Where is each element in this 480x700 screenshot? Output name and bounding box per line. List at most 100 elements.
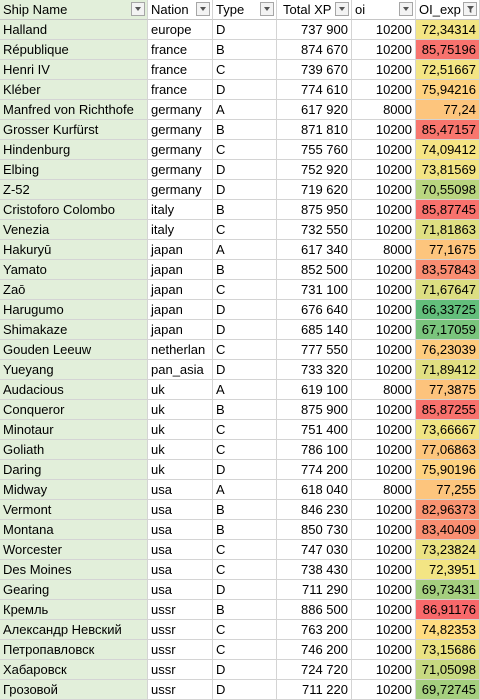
cell-oi[interactable]: 10200: [352, 120, 416, 140]
cell-ship-name[interactable]: Harugumo: [0, 300, 148, 320]
cell-oi-exp[interactable]: 69,72745: [416, 680, 480, 700]
cell-nation[interactable]: uk: [148, 380, 213, 400]
cell-oi-exp[interactable]: 82,96373: [416, 500, 480, 520]
cell-oi[interactable]: 10200: [352, 160, 416, 180]
cell-oi-exp[interactable]: 73,81569: [416, 160, 480, 180]
cell-oi[interactable]: 10200: [352, 260, 416, 280]
cell-nation[interactable]: usa: [148, 540, 213, 560]
cell-total-xp[interactable]: 850 730: [277, 520, 352, 540]
filter-dropdown-icon[interactable]: [399, 2, 413, 16]
cell-type[interactable]: A: [213, 100, 277, 120]
cell-ship-name[interactable]: Shimakaze: [0, 320, 148, 340]
cell-ship-name[interactable]: Worcester: [0, 540, 148, 560]
cell-nation[interactable]: pan_asia: [148, 360, 213, 380]
cell-oi-exp[interactable]: 85,75196: [416, 40, 480, 60]
filter-dropdown-icon[interactable]: [260, 2, 274, 16]
cell-nation[interactable]: germany: [148, 160, 213, 180]
cell-type[interactable]: C: [213, 60, 277, 80]
cell-oi[interactable]: 10200: [352, 540, 416, 560]
cell-ship-name[interactable]: Goliath: [0, 440, 148, 460]
cell-total-xp[interactable]: 617 340: [277, 240, 352, 260]
cell-nation[interactable]: france: [148, 60, 213, 80]
cell-total-xp[interactable]: 733 320: [277, 360, 352, 380]
cell-ship-name[interactable]: Кремль: [0, 600, 148, 620]
cell-ship-name[interactable]: Yueyang: [0, 360, 148, 380]
header-nation[interactable]: Nation: [148, 0, 213, 20]
cell-nation[interactable]: italy: [148, 200, 213, 220]
cell-type[interactable]: D: [213, 460, 277, 480]
cell-total-xp[interactable]: 617 920: [277, 100, 352, 120]
cell-nation[interactable]: italy: [148, 220, 213, 240]
cell-nation[interactable]: europe: [148, 20, 213, 40]
cell-nation[interactable]: ussr: [148, 680, 213, 700]
cell-ship-name[interactable]: Hakuryū: [0, 240, 148, 260]
cell-type[interactable]: C: [213, 140, 277, 160]
header-oi[interactable]: oi: [352, 0, 416, 20]
cell-oi-exp[interactable]: 71,05098: [416, 660, 480, 680]
cell-oi-exp[interactable]: 73,15686: [416, 640, 480, 660]
cell-type[interactable]: B: [213, 520, 277, 540]
cell-oi[interactable]: 10200: [352, 340, 416, 360]
cell-nation[interactable]: uk: [148, 400, 213, 420]
cell-oi-exp[interactable]: 77,24: [416, 100, 480, 120]
cell-ship-name[interactable]: Grosser Kurfürst: [0, 120, 148, 140]
cell-nation[interactable]: usa: [148, 580, 213, 600]
cell-type[interactable]: D: [213, 20, 277, 40]
cell-oi-exp[interactable]: 71,67647: [416, 280, 480, 300]
cell-total-xp[interactable]: 755 760: [277, 140, 352, 160]
cell-ship-name[interactable]: Des Moines: [0, 560, 148, 580]
cell-ship-name[interactable]: Z-52: [0, 180, 148, 200]
sort-filter-active-icon[interactable]: [463, 2, 477, 16]
cell-type[interactable]: A: [213, 480, 277, 500]
cell-type[interactable]: C: [213, 560, 277, 580]
cell-total-xp[interactable]: 846 230: [277, 500, 352, 520]
cell-total-xp[interactable]: 719 620: [277, 180, 352, 200]
cell-nation[interactable]: usa: [148, 500, 213, 520]
cell-oi[interactable]: 10200: [352, 40, 416, 60]
cell-oi-exp[interactable]: 73,66667: [416, 420, 480, 440]
cell-oi-exp[interactable]: 77,3875: [416, 380, 480, 400]
cell-ship-name[interactable]: Kléber: [0, 80, 148, 100]
cell-total-xp[interactable]: 774 200: [277, 460, 352, 480]
cell-total-xp[interactable]: 777 550: [277, 340, 352, 360]
cell-nation[interactable]: ussr: [148, 640, 213, 660]
cell-oi[interactable]: 10200: [352, 420, 416, 440]
cell-nation[interactable]: ussr: [148, 620, 213, 640]
cell-oi-exp[interactable]: 69,73431: [416, 580, 480, 600]
cell-type[interactable]: C: [213, 440, 277, 460]
cell-type[interactable]: D: [213, 80, 277, 100]
cell-nation[interactable]: usa: [148, 520, 213, 540]
cell-oi[interactable]: 10200: [352, 360, 416, 380]
cell-oi[interactable]: 10200: [352, 620, 416, 640]
cell-oi[interactable]: 8000: [352, 240, 416, 260]
cell-oi[interactable]: 10200: [352, 460, 416, 480]
cell-oi-exp[interactable]: 83,57843: [416, 260, 480, 280]
cell-nation[interactable]: germany: [148, 100, 213, 120]
cell-type[interactable]: D: [213, 180, 277, 200]
cell-type[interactable]: D: [213, 160, 277, 180]
cell-oi-exp[interactable]: 72,51667: [416, 60, 480, 80]
cell-type[interactable]: D: [213, 320, 277, 340]
cell-ship-name[interactable]: Петропавловск: [0, 640, 148, 660]
cell-ship-name[interactable]: Montana: [0, 520, 148, 540]
cell-total-xp[interactable]: 746 200: [277, 640, 352, 660]
cell-total-xp[interactable]: 852 500: [277, 260, 352, 280]
cell-oi-exp[interactable]: 77,255: [416, 480, 480, 500]
cell-oi-exp[interactable]: 76,23039: [416, 340, 480, 360]
cell-total-xp[interactable]: 731 100: [277, 280, 352, 300]
cell-nation[interactable]: japan: [148, 280, 213, 300]
cell-oi-exp[interactable]: 67,17059: [416, 320, 480, 340]
cell-total-xp[interactable]: 711 290: [277, 580, 352, 600]
cell-total-xp[interactable]: 618 040: [277, 480, 352, 500]
cell-total-xp[interactable]: 786 100: [277, 440, 352, 460]
cell-ship-name[interactable]: Gouden Leeuw: [0, 340, 148, 360]
cell-oi[interactable]: 10200: [352, 560, 416, 580]
cell-oi[interactable]: 10200: [352, 180, 416, 200]
cell-total-xp[interactable]: 886 500: [277, 600, 352, 620]
cell-ship-name[interactable]: Henri IV: [0, 60, 148, 80]
header-total-xp[interactable]: Total XP: [277, 0, 352, 20]
cell-ship-name[interactable]: Elbing: [0, 160, 148, 180]
cell-nation[interactable]: netherlan: [148, 340, 213, 360]
cell-nation[interactable]: usa: [148, 480, 213, 500]
cell-oi-exp[interactable]: 75,90196: [416, 460, 480, 480]
